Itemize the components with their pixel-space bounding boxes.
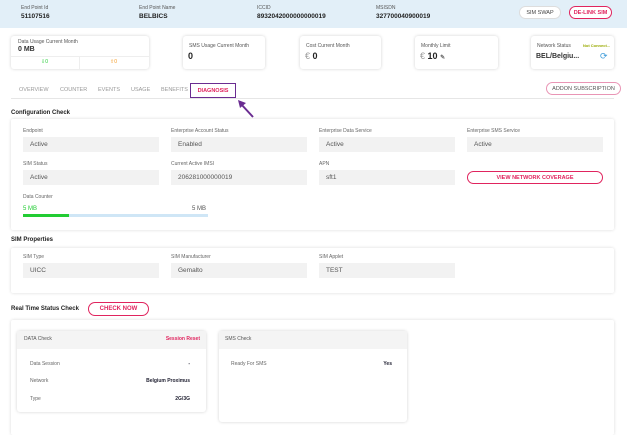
sim-manufacturer-field: Gemalto: [171, 263, 307, 278]
cost-label: Cost Current Month: [306, 43, 350, 49]
tab-benefits[interactable]: BENEFITS: [161, 87, 188, 93]
enterprise-data-service-field: Active: [319, 137, 455, 152]
real-time-status-title: Real Time Status Check: [11, 306, 79, 312]
data-counter-used: 5 MB: [23, 206, 38, 212]
data-usage-label: Data Usage Current Month: [18, 39, 78, 45]
cost-card: Cost Current Month € 0: [300, 36, 381, 69]
upload-count: ⇧0: [110, 59, 117, 65]
type-label: Type: [30, 396, 41, 402]
currency: €: [420, 51, 426, 61]
sim-status-field: Active: [23, 170, 159, 185]
network-label: Network: [30, 378, 49, 384]
field-label: Enterprise Account Status: [171, 128, 229, 134]
connection-status: Not Connect...: [583, 43, 611, 48]
check-now-button[interactable]: CHECK NOW: [88, 302, 149, 316]
monthly-limit-card: Monthly Limit € 10 ✎: [415, 36, 498, 69]
refresh-icon[interactable]: ⟳: [600, 51, 608, 61]
field-label: SIM Type: [23, 254, 45, 260]
data-counter-label: Data Counter: [23, 194, 53, 200]
view-network-coverage-button[interactable]: VIEW NETWORK COVERAGE: [467, 171, 603, 184]
tab-counter[interactable]: COUNTER: [60, 87, 88, 93]
cost-value: 0: [312, 51, 318, 61]
endpoint-name-label: End Point Name: [139, 5, 176, 11]
msisdn-value: 327700040900019: [376, 13, 431, 20]
data-usage-card: Data Usage Current Month 0 MB ⇩0 ⇧0: [11, 36, 149, 69]
currency: €: [305, 51, 311, 61]
sms-usage-label: SMS Usage Current Month: [189, 43, 250, 49]
limit-value: 10: [427, 51, 438, 61]
network-status-label: Network Status: [537, 43, 571, 49]
field-label: SIM Status: [23, 161, 48, 167]
tab-usage[interactable]: USAGE: [131, 87, 151, 93]
field-label: Enterprise SMS Service: [467, 128, 521, 134]
field-label: APN: [319, 161, 330, 167]
ready-for-sms-value: Yes: [383, 361, 392, 367]
sim-swap-button[interactable]: SIM SWAP: [519, 6, 561, 19]
sms-usage-card: SMS Usage Current Month 0: [183, 36, 265, 69]
enterprise-account-status-field: Enabled: [171, 137, 307, 152]
field-label: Endpoint: [23, 128, 43, 134]
arrow-up-icon: ⇧: [110, 59, 115, 65]
data-usage-value: 0 MB: [18, 46, 35, 53]
network-value: BEL/Belgiu...: [536, 53, 580, 60]
field-label: SIM Applet: [319, 254, 344, 260]
sms-check-title: SMS Check: [225, 336, 252, 342]
download-count: ⇩0: [41, 59, 48, 65]
annotation-arrow-icon: [238, 100, 254, 118]
data-session-label: Data Session: [30, 361, 60, 367]
field-label: SIM Manufacturer: [171, 254, 211, 260]
endpoint-id-value: 51107516: [21, 13, 50, 20]
enterprise-sms-service-field: Active: [467, 137, 603, 152]
sim-applet-field: TEST: [319, 263, 455, 278]
msisdn-label: MSISDN: [376, 5, 396, 11]
current-imsi-field: 206281000000019: [171, 170, 307, 185]
field-label: Current Active IMSI: [171, 161, 215, 167]
delink-sim-button[interactable]: DE-LINK SIM: [569, 6, 612, 19]
sms-usage-value: 0: [188, 51, 194, 61]
field-label: Enterprise Data Service: [319, 128, 372, 134]
apn-field: sft1: [319, 170, 455, 185]
data-counter-bar: [23, 214, 208, 217]
iccid-value: 8932042000000000019: [257, 13, 326, 20]
configuration-check-title: Configuration Check: [11, 110, 71, 116]
session-reset-link[interactable]: Session Reset: [165, 336, 200, 342]
tab-diagnosis[interactable]: DIAGNOSIS: [190, 83, 236, 98]
sms-check-card: SMS Check Ready For SMS Yes: [219, 331, 407, 422]
sim-properties-title: SIM Properties: [11, 237, 54, 243]
data-counter-fill: [23, 214, 70, 217]
arrow-down-icon: ⇩: [41, 59, 46, 65]
network-status-card: Network Status Not Connect... BEL/Belgiu…: [531, 36, 614, 69]
data-session-value: -: [188, 361, 190, 367]
type-value: 2G/3G: [175, 396, 190, 402]
data-check-card: DATA Check Session Reset Data Session - …: [17, 331, 206, 412]
endpoint-id-label: End Point Id: [21, 5, 49, 11]
data-counter-total: 5 MB: [192, 206, 207, 212]
ready-for-sms-label: Ready For SMS: [231, 361, 267, 367]
edit-pencil-icon[interactable]: ✎: [440, 55, 446, 61]
data-check-title: DATA Check: [24, 336, 52, 342]
sim-type-field: UICC: [23, 263, 159, 278]
endpoint-field: Active: [23, 137, 159, 152]
tab-overview[interactable]: OVERVIEW: [19, 87, 49, 93]
limit-label: Monthly Limit: [421, 43, 451, 49]
endpoint-name-value: BELBICS: [139, 13, 168, 20]
addon-subscription-button[interactable]: ADDON SUBSCRIPTION: [546, 82, 621, 95]
network-value: Belgium Proximus: [146, 378, 190, 384]
tab-events[interactable]: EVENTS: [98, 87, 121, 93]
iccid-label: ICCID: [257, 5, 271, 11]
